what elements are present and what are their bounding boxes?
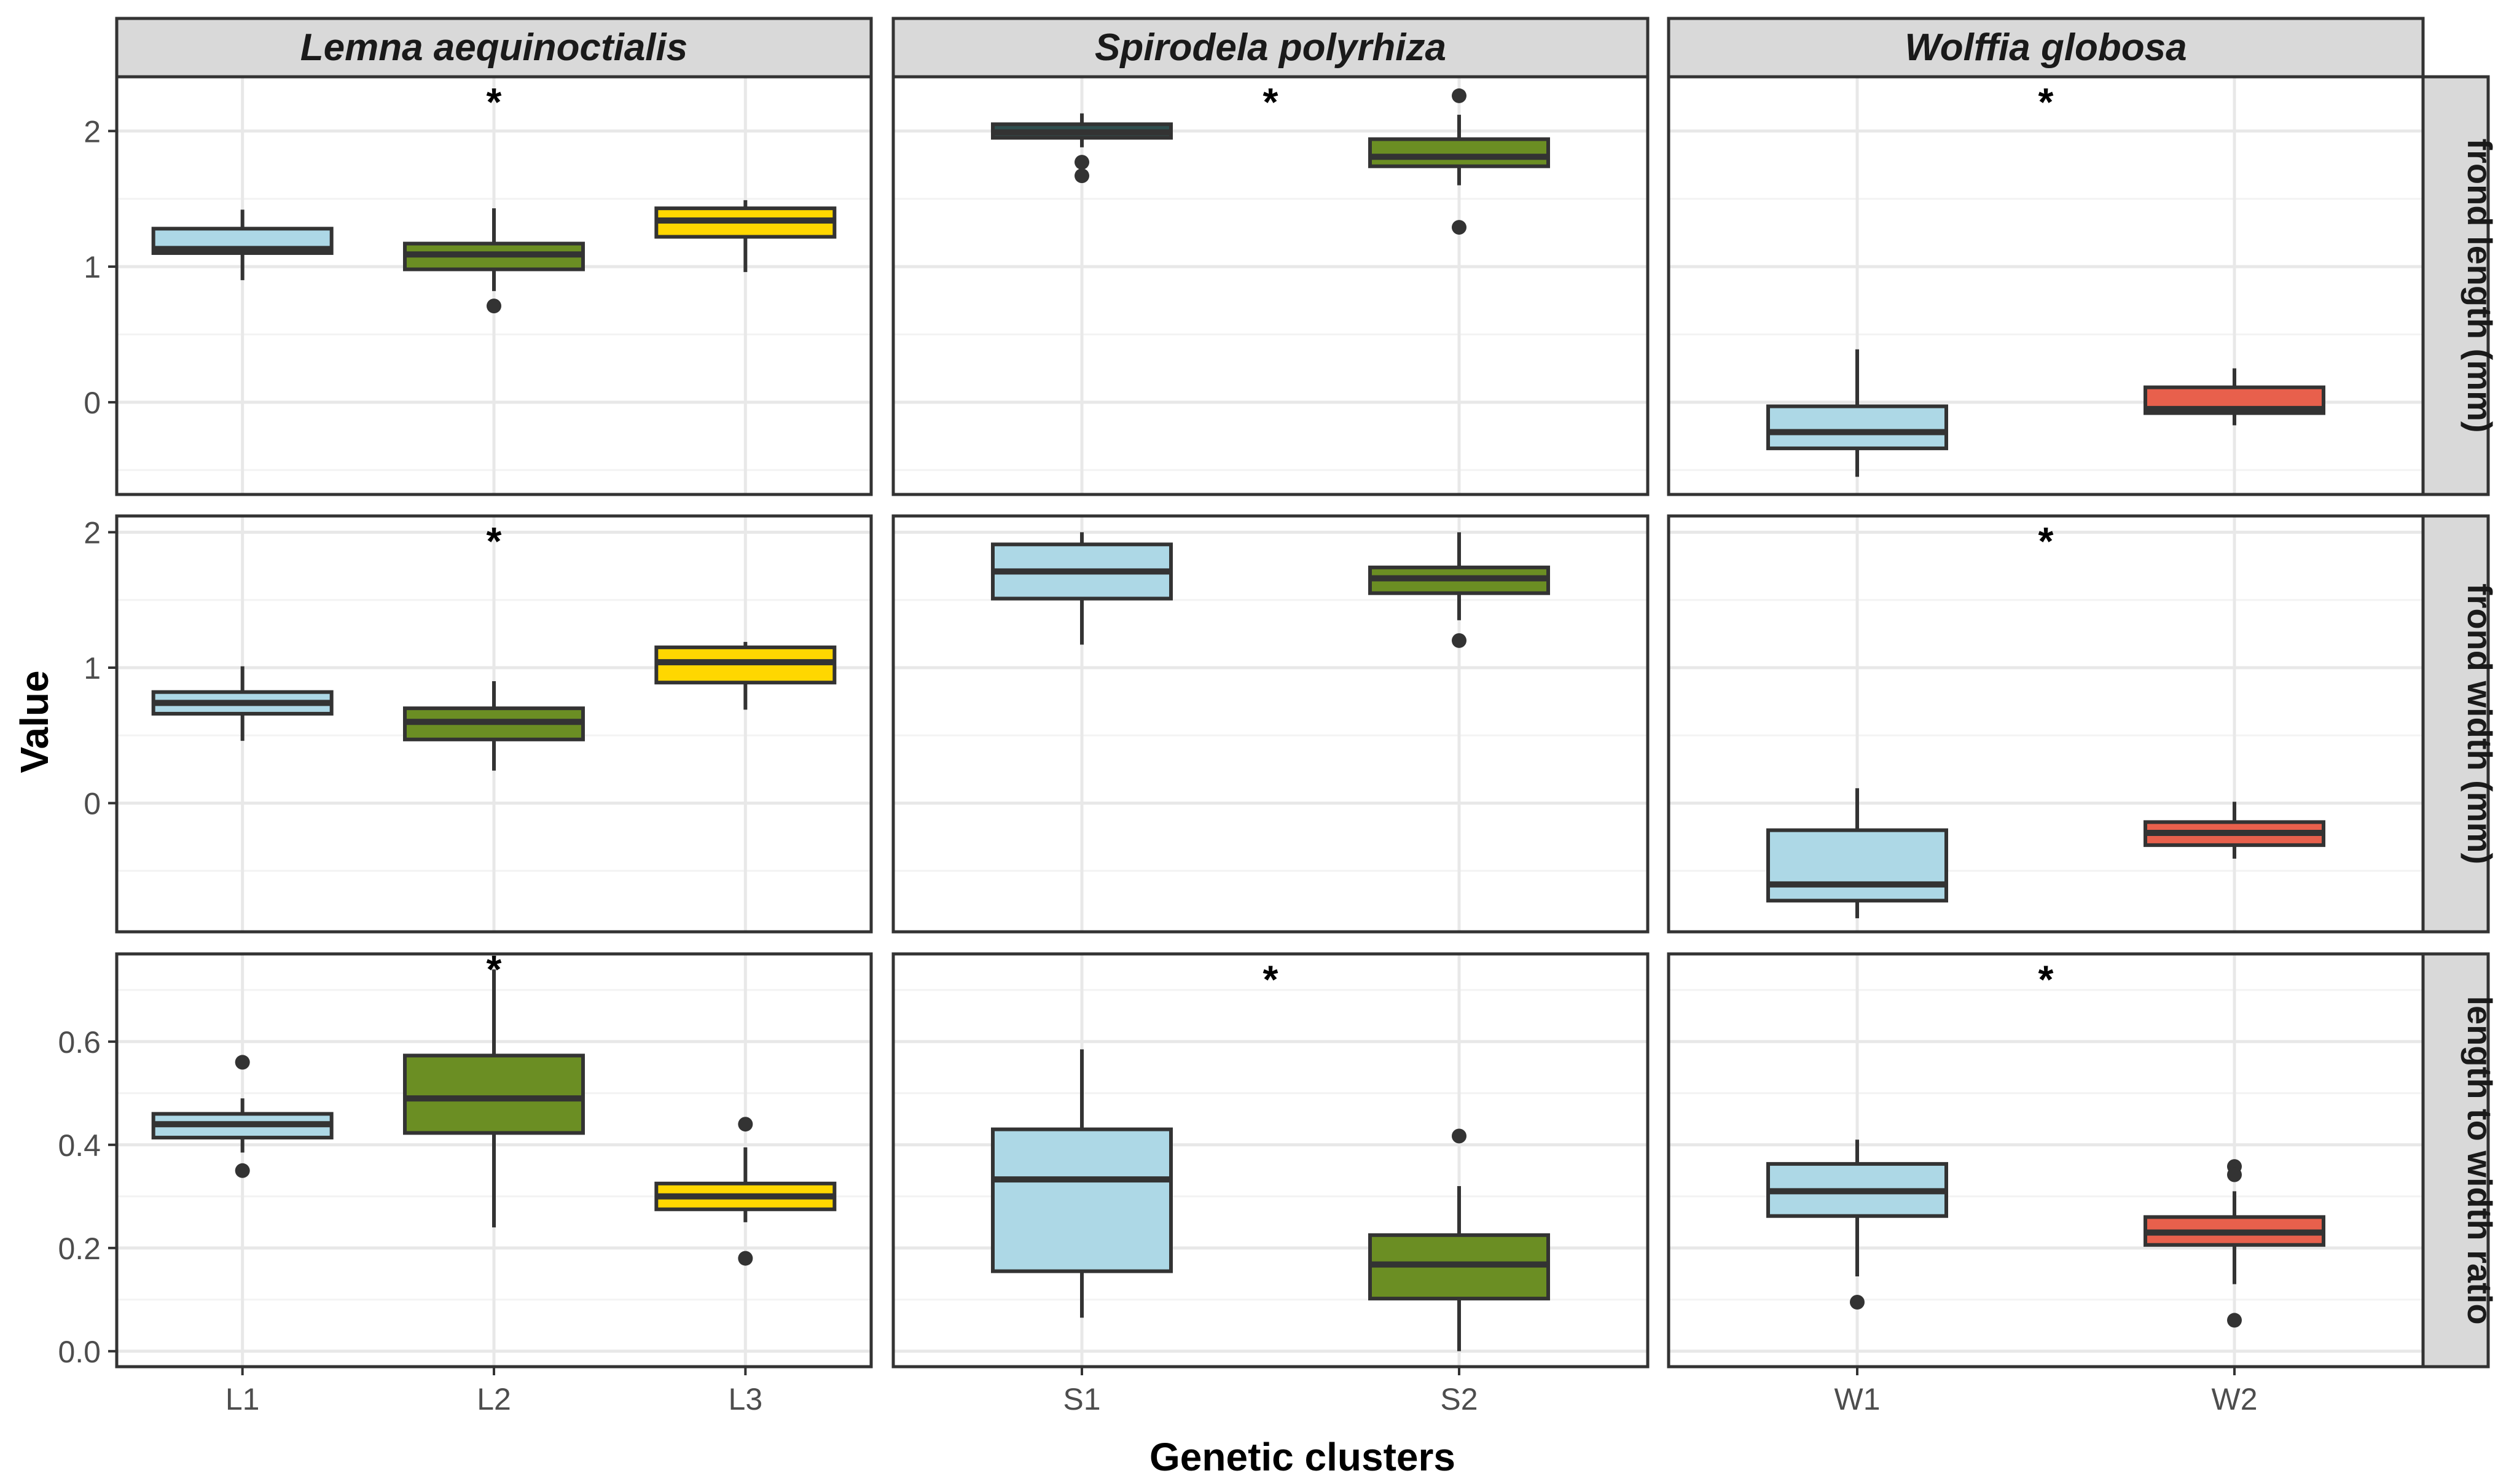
strip-trait-1: [2421, 75, 2490, 496]
significance-star: *: [1263, 80, 1278, 124]
box-L2: [403, 208, 585, 314]
strip-species-label: Wolffia globosa: [1905, 26, 2187, 69]
panel-3: *: [1667, 75, 2425, 496]
panel-2: *: [891, 75, 1650, 496]
box-L3: [654, 642, 837, 710]
strip-species-label: Lemna aequinoctialis: [300, 26, 688, 69]
panel-border: [891, 952, 1650, 1369]
y-axis-title: Value: [12, 670, 57, 773]
panel-7: *0.00.20.40.6L1 L2 L3: [58, 947, 873, 1416]
y-tick-label: 0.4: [58, 1128, 101, 1163]
panel-9: * W1 W2: [1667, 952, 2425, 1416]
strip-species-2: [891, 17, 1650, 79]
box-W1: [1766, 788, 1948, 918]
panel-border: [891, 514, 1650, 934]
outlier-point: [1452, 633, 1466, 648]
significance-star: *: [487, 80, 502, 124]
strip-trait-label: frond width (mm): [2461, 584, 2498, 864]
panel-5: [891, 514, 1650, 934]
box-L1: [151, 1055, 334, 1178]
box-iqr: [403, 1053, 585, 1135]
outlier-point: [738, 1251, 753, 1266]
y-tick-label: 0.2: [58, 1232, 101, 1266]
box-L2: [403, 681, 585, 771]
x-tick-label: W1: [1834, 1382, 1881, 1416]
panel-border: [1667, 514, 2425, 934]
box-S2: [1368, 88, 1550, 235]
panel-border: [115, 75, 873, 496]
outlier-point: [2227, 1167, 2242, 1182]
panel-border: [115, 514, 873, 934]
box-iqr: [991, 1127, 1173, 1273]
y-tick-label: 1: [84, 250, 101, 284]
outlier-point: [235, 1055, 250, 1070]
x-tick-label: L2: [477, 1382, 511, 1416]
box-L3: [654, 1117, 837, 1266]
box-W2: [2144, 802, 2325, 859]
panel-border: [1667, 952, 2425, 1369]
outlier-point: [1452, 1128, 1466, 1144]
box-W2: [2144, 1159, 2325, 1328]
box-W2: [2144, 368, 2325, 426]
x-tick-label: S1: [1063, 1382, 1100, 1416]
outlier-point: [2227, 1313, 2242, 1328]
outlier-point: [1075, 155, 1089, 170]
significance-star: *: [2038, 519, 2054, 563]
strip-trait-label: length to width ratio: [2461, 996, 2498, 1324]
outlier-point: [1452, 88, 1466, 103]
outlier-point: [487, 299, 501, 314]
box-L1: [151, 666, 334, 741]
outlier-point: [235, 1163, 250, 1178]
x-tick-label: L3: [729, 1382, 763, 1416]
box-W1: [1766, 1139, 1948, 1310]
y-tick-label: 2: [84, 515, 101, 550]
significance-star: *: [2038, 958, 2054, 1002]
strip-trait-2: [2421, 514, 2490, 934]
y-tick-label: 0: [84, 787, 101, 821]
box-S1: [991, 532, 1173, 645]
box-L1: [151, 209, 334, 281]
outlier-point: [1075, 168, 1089, 184]
strip-species-label: Spirodela polyrhiza: [1095, 26, 1446, 69]
y-tick-label: 0.6: [58, 1025, 101, 1060]
box-W1: [1766, 349, 1948, 477]
outlier-point: [738, 1117, 753, 1132]
panel-8: * S1 S2: [891, 952, 1650, 1416]
strip-trait-label: frond length (mm): [2461, 138, 2498, 432]
y-tick-label: 0.0: [58, 1335, 101, 1369]
box-L2: [403, 969, 585, 1228]
panel-4: * 0 1 2: [84, 514, 873, 934]
x-tick-label: L1: [225, 1382, 260, 1416]
box-S1: [991, 113, 1173, 184]
box-S2: [1368, 1128, 1550, 1351]
strip-species-1: [115, 17, 873, 79]
panel-6: *: [1667, 514, 2425, 934]
outlier-point: [1850, 1295, 1865, 1310]
x-axis-title: Genetic clusters: [1149, 1435, 1455, 1479]
box-S1: [991, 1049, 1173, 1318]
significance-star: *: [1263, 958, 1278, 1002]
outlier-point: [1452, 220, 1466, 235]
box-iqr: [1766, 404, 1948, 450]
box-S2: [1368, 532, 1550, 648]
y-tick-label: 0: [84, 386, 101, 420]
box-L3: [654, 200, 837, 272]
x-tick-label: S2: [1440, 1382, 1478, 1416]
y-tick-label: 2: [84, 114, 101, 149]
significance-star: *: [2038, 80, 2054, 124]
box-iqr: [1368, 137, 1550, 168]
x-tick-label: W2: [2212, 1382, 2258, 1416]
panel-background: [1669, 954, 2423, 1367]
panel-1: * 0 1 2: [84, 75, 873, 496]
y-tick-label: 1: [84, 651, 101, 685]
significance-star: *: [487, 519, 502, 563]
box-iqr: [1766, 828, 1948, 903]
panel-border: [1667, 75, 2425, 496]
panel-border: [891, 75, 1650, 496]
